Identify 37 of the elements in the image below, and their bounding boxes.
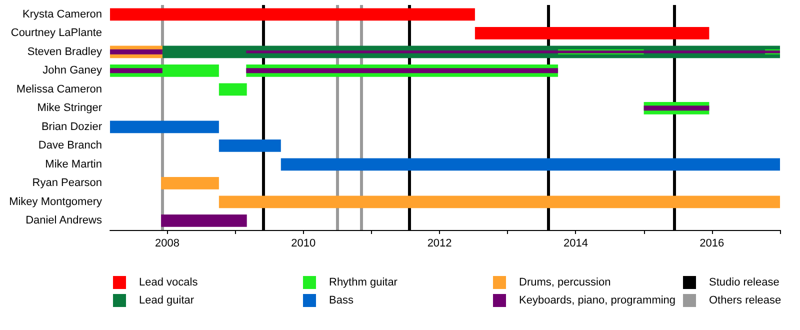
legend-label: Others release [709,294,782,306]
x-tick-label: 2010 [291,238,316,250]
legend-label: Lead vocals [139,276,198,288]
legend-label: Drums, percussion [519,276,611,288]
bar [161,176,219,190]
y-tick-label: Ryan Pearson [32,177,102,190]
y-tick-label: Brian Dozier [41,120,102,133]
bar [110,49,162,54]
y-tick-label: Daniel Andrews [26,214,102,227]
y-tick-label: John Ganey [42,64,102,77]
bar [474,26,710,40]
bar [110,120,219,134]
x-tick-label: 2016 [700,238,724,250]
legend-label: Rhythm guitar [329,276,398,288]
legend-label: Lead guitar [139,294,194,306]
y-tick-label: Dave Branch [38,140,102,152]
y-tick-label: Courtney LaPlante [10,27,102,40]
x-tick-label: 2008 [154,238,180,250]
legend-label: Bass [329,294,354,306]
x-tick-label: 2014 [563,238,588,250]
bar [218,139,281,152]
y-tick-label: Melissa Cameron [16,83,102,96]
bar [280,158,780,171]
bar [218,196,780,208]
bar [644,106,710,111]
legend-label: Studio release [709,276,780,288]
x-tick-label: 2012 [427,238,452,250]
legend-label: Keyboards, piano, programming [519,294,676,306]
y-tick-label: Mikey Montgomery [9,196,102,208]
y-tick-label: Mike Martin [45,158,102,170]
y-tick-label: Mike Stringer [37,102,102,114]
y-tick-label: Steven Bradley [27,46,102,58]
y-tick-label: Krysta Cameron [22,8,102,20]
bar [110,8,475,21]
bar [218,83,247,96]
bar [246,68,558,74]
bar [110,68,162,74]
